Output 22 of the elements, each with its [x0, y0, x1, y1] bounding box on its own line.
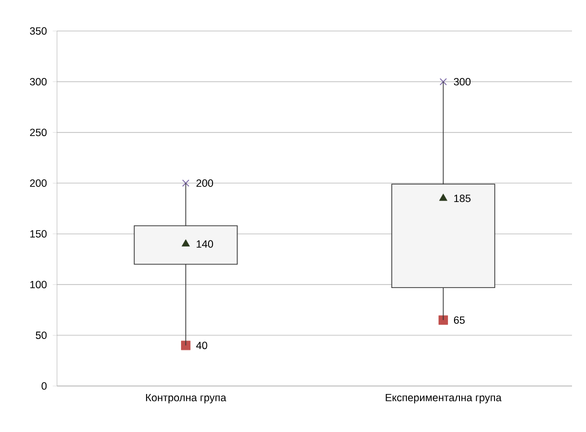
y-tick-label: 100	[30, 280, 47, 288]
data-label: 300	[454, 78, 471, 86]
point	[182, 180, 190, 187]
y-tick-label: 150	[30, 230, 47, 238]
y-tick-label: 300	[30, 78, 47, 86]
y-tick-label: 200	[30, 179, 47, 187]
x-tick-label: Контролна група	[146, 394, 226, 404]
y-tick-label: 50	[36, 332, 47, 340]
data-label: 40	[196, 342, 208, 350]
data-label: 65	[454, 316, 465, 324]
y-tick-label: 0	[42, 382, 47, 390]
y-tick-label: 250	[30, 128, 47, 136]
x-tick-label: Експериментална група	[386, 394, 502, 404]
point	[439, 194, 448, 201]
point	[440, 78, 447, 86]
data-label: 140	[196, 240, 214, 248]
point	[182, 239, 190, 246]
point	[438, 315, 448, 325]
y-tick-label: 350	[30, 27, 47, 35]
data-label: 185	[454, 194, 471, 202]
point	[181, 340, 190, 350]
data-label: 200	[196, 179, 214, 187]
